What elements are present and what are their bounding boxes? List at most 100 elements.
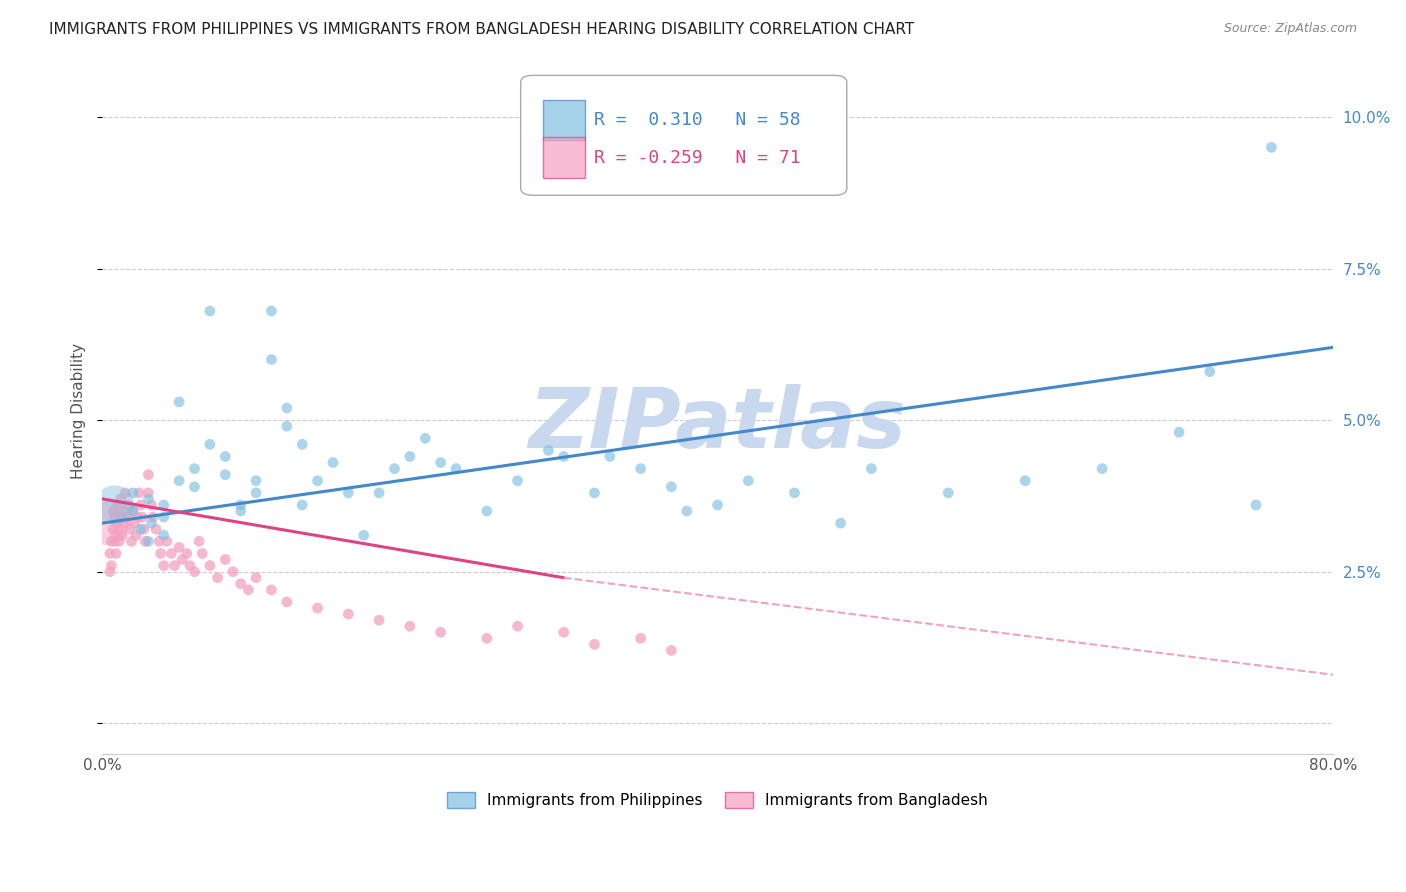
Point: [1244, 498, 1267, 512]
Point: [198, 304, 221, 318]
Point: [553, 625, 575, 640]
Text: R =  0.310   N = 58: R = 0.310 N = 58: [595, 111, 801, 129]
Point: [107, 498, 129, 512]
Point: [537, 443, 560, 458]
Point: [368, 613, 391, 627]
Point: [307, 601, 329, 615]
Point: [229, 498, 252, 512]
Point: [96, 516, 118, 531]
Point: [229, 576, 252, 591]
Point: [129, 498, 152, 512]
Point: [110, 491, 132, 506]
Point: [583, 637, 606, 651]
Point: [152, 498, 174, 512]
Point: [238, 582, 260, 597]
Point: [198, 558, 221, 573]
Point: [141, 498, 163, 512]
Point: [124, 516, 146, 531]
Point: [245, 571, 267, 585]
Point: [353, 528, 375, 542]
Legend: Immigrants from Philippines, Immigrants from Bangladesh: Immigrants from Philippines, Immigrants …: [441, 786, 994, 814]
Point: [291, 498, 314, 512]
Point: [128, 486, 150, 500]
Point: [100, 534, 122, 549]
Point: [176, 546, 198, 560]
Text: ZIPatlas: ZIPatlas: [529, 384, 907, 466]
Point: [475, 504, 498, 518]
Point: [1091, 461, 1114, 475]
Point: [101, 522, 124, 536]
Text: Source: ZipAtlas.com: Source: ZipAtlas.com: [1223, 22, 1357, 36]
Point: [141, 516, 163, 531]
Point: [138, 534, 160, 549]
Point: [706, 498, 728, 512]
Point: [207, 571, 229, 585]
Point: [105, 546, 128, 560]
Point: [145, 522, 167, 536]
Text: R = -0.259   N = 71: R = -0.259 N = 71: [595, 149, 801, 167]
Point: [783, 486, 806, 500]
Point: [167, 395, 190, 409]
Point: [156, 534, 179, 549]
Point: [245, 474, 267, 488]
Point: [163, 558, 186, 573]
Point: [675, 504, 697, 518]
Point: [138, 467, 160, 482]
Point: [661, 643, 683, 657]
Point: [191, 546, 214, 560]
Point: [149, 546, 172, 560]
Point: [110, 510, 132, 524]
Point: [1198, 365, 1220, 379]
Point: [167, 541, 190, 555]
Text: IMMIGRANTS FROM PHILIPPINES VS IMMIGRANTS FROM BANGLADESH HEARING DISABILITY COR: IMMIGRANTS FROM PHILIPPINES VS IMMIGRANT…: [49, 22, 914, 37]
Point: [117, 498, 139, 512]
Point: [172, 552, 194, 566]
Point: [115, 510, 138, 524]
Point: [183, 461, 205, 475]
Point: [276, 401, 298, 415]
Point: [506, 474, 529, 488]
Point: [630, 632, 652, 646]
Point: [114, 486, 136, 500]
Point: [399, 619, 422, 633]
FancyBboxPatch shape: [543, 100, 585, 140]
Point: [399, 450, 422, 464]
Point: [103, 534, 125, 549]
Point: [152, 558, 174, 573]
Point: [260, 304, 283, 318]
Point: [291, 437, 314, 451]
Point: [160, 546, 183, 560]
Point: [103, 498, 125, 512]
Point: [337, 486, 360, 500]
Point: [134, 534, 156, 549]
Point: [553, 450, 575, 464]
Point: [112, 504, 135, 518]
Point: [138, 486, 160, 500]
Point: [276, 595, 298, 609]
Point: [111, 528, 134, 542]
Point: [860, 461, 883, 475]
Point: [152, 510, 174, 524]
Y-axis label: Hearing Disability: Hearing Disability: [72, 343, 86, 479]
FancyBboxPatch shape: [520, 75, 846, 195]
Point: [129, 522, 152, 536]
Point: [127, 510, 149, 524]
Point: [1168, 425, 1191, 440]
Point: [107, 516, 129, 531]
Point: [103, 510, 125, 524]
Point: [475, 632, 498, 646]
Point: [936, 486, 959, 500]
Point: [148, 534, 170, 549]
Point: [179, 558, 201, 573]
Point: [214, 552, 236, 566]
Point: [167, 474, 190, 488]
Point: [152, 528, 174, 542]
Point: [105, 528, 128, 542]
Point: [120, 534, 142, 549]
Point: [737, 474, 759, 488]
Point: [229, 504, 252, 518]
FancyBboxPatch shape: [543, 137, 585, 178]
Point: [142, 510, 165, 524]
Point: [183, 565, 205, 579]
Point: [114, 516, 136, 531]
